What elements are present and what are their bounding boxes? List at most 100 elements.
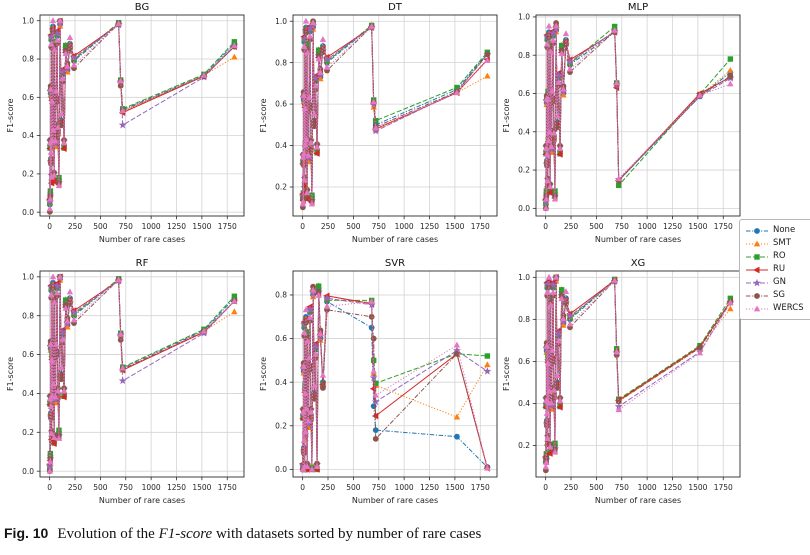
svg-text:1500: 1500 bbox=[688, 483, 707, 492]
subplot-svr: 0 250 500 750 1000 1250 1500 1750 0.0 0.2 0.4 0.6 0.… bbox=[259, 258, 498, 505]
svg-text:0.4: 0.4 bbox=[22, 389, 34, 398]
svg-text:1500: 1500 bbox=[192, 483, 211, 492]
svg-text:0: 0 bbox=[47, 483, 52, 492]
series-ro bbox=[47, 19, 238, 207]
svg-text:250: 250 bbox=[321, 483, 336, 492]
svg-text:0.4: 0.4 bbox=[22, 131, 34, 140]
svg-text:F1-score: F1-score bbox=[6, 98, 15, 132]
svg-text:0.6: 0.6 bbox=[22, 350, 34, 359]
svg-text:500: 500 bbox=[346, 483, 361, 492]
svg-text:1.0: 1.0 bbox=[518, 273, 530, 282]
svg-text:0.2: 0.2 bbox=[275, 421, 287, 430]
svg-text:1750: 1750 bbox=[714, 483, 733, 492]
series-ro bbox=[543, 23, 734, 207]
svg-text:0: 0 bbox=[47, 222, 52, 231]
svg-text:0.6: 0.6 bbox=[275, 100, 287, 109]
svg-text:0.8: 0.8 bbox=[275, 291, 287, 300]
svg-text:1000: 1000 bbox=[638, 222, 657, 231]
legend-marker-circle-icon bbox=[746, 292, 768, 299]
svg-text:1250: 1250 bbox=[663, 483, 682, 492]
svg-text:0.0: 0.0 bbox=[518, 204, 530, 213]
series-none bbox=[299, 23, 491, 203]
series-none bbox=[299, 285, 491, 473]
legend-label: RO bbox=[773, 251, 786, 261]
svg-text:500: 500 bbox=[93, 483, 108, 492]
subplot-mlp: 0 250 500 750 1000 1250 1500 1750 0.0 0.2 0.4 0.6 0.… bbox=[502, 2, 741, 244]
svg-text:1.0: 1.0 bbox=[275, 17, 287, 26]
svg-text:1250: 1250 bbox=[420, 222, 439, 231]
series-sg bbox=[46, 273, 238, 475]
subplot-bg: 0 250 500 750 1000 1250 1500 1750 0.0 0.2 0.4 0.6 0.… bbox=[6, 2, 245, 244]
caption-label: Fig. 10 bbox=[4, 525, 49, 541]
svg-text:0.4: 0.4 bbox=[518, 399, 530, 408]
svg-text:1500: 1500 bbox=[192, 222, 211, 231]
svg-text:1000: 1000 bbox=[395, 222, 414, 231]
figure-caption: Fig. 10 Evolution of the F1-score with da… bbox=[4, 525, 804, 543]
svg-text:0.4: 0.4 bbox=[275, 378, 287, 387]
legend-item-gn: GN bbox=[745, 276, 810, 289]
legend-item-ro: RO bbox=[745, 250, 810, 263]
series-ro bbox=[300, 21, 491, 202]
svg-text:1000: 1000 bbox=[142, 483, 161, 492]
svg-text:1250: 1250 bbox=[420, 483, 439, 492]
legend-item-wercs: WERCS bbox=[745, 302, 810, 315]
svg-text:1.0: 1.0 bbox=[22, 16, 34, 25]
svg-text:Number of rare cases: Number of rare cases bbox=[99, 235, 185, 244]
legend-marker-square-icon bbox=[746, 253, 768, 260]
svg-text:0.6: 0.6 bbox=[22, 93, 34, 102]
legend-item-sg: SG bbox=[745, 289, 810, 302]
svg-text:0.8: 0.8 bbox=[22, 55, 34, 64]
svg-text:1000: 1000 bbox=[395, 483, 414, 492]
svg-text:1000: 1000 bbox=[142, 222, 161, 231]
legend-label: None bbox=[773, 225, 796, 235]
svg-text:0.0: 0.0 bbox=[22, 208, 34, 217]
svg-text:1750: 1750 bbox=[218, 222, 237, 231]
series-wercs bbox=[299, 17, 491, 207]
legend-marker-triangle-up-icon bbox=[746, 240, 768, 246]
svg-text:0.2: 0.2 bbox=[275, 183, 287, 192]
series-wercs bbox=[542, 22, 734, 211]
svg-text:750: 750 bbox=[615, 483, 630, 492]
svg-text:0.6: 0.6 bbox=[518, 357, 530, 366]
svg-text:0.2: 0.2 bbox=[518, 441, 530, 450]
svg-text:1500: 1500 bbox=[445, 483, 464, 492]
series-none bbox=[542, 27, 734, 208]
svg-text:1750: 1750 bbox=[471, 483, 490, 492]
svg-text:1.0: 1.0 bbox=[518, 13, 530, 22]
svg-text:Number of rare cases: Number of rare cases bbox=[595, 496, 681, 505]
svg-text:MLP: MLP bbox=[628, 2, 648, 13]
subplot-dt: 0 250 500 750 1000 1250 1500 1750 0.2 0.4 0.6 0.8 1.… bbox=[259, 2, 498, 244]
legend-label: GN bbox=[773, 277, 786, 287]
svg-text:0: 0 bbox=[543, 222, 548, 231]
svg-text:F1-score: F1-score bbox=[502, 98, 511, 132]
svg-text:250: 250 bbox=[564, 222, 579, 231]
series-wercs bbox=[542, 273, 734, 470]
svg-text:Number of rare cases: Number of rare cases bbox=[352, 235, 438, 244]
svg-text:Number of rare cases: Number of rare cases bbox=[352, 496, 438, 505]
legend-item-smt: SMT bbox=[745, 237, 810, 250]
series-ro bbox=[47, 274, 238, 471]
legend-label: SG bbox=[773, 290, 785, 300]
svg-text:0: 0 bbox=[543, 483, 548, 492]
series-sg bbox=[299, 18, 491, 211]
series-sg bbox=[46, 17, 238, 215]
svg-text:0.8: 0.8 bbox=[518, 315, 530, 324]
svg-text:250: 250 bbox=[564, 483, 579, 492]
svg-text:1750: 1750 bbox=[218, 483, 237, 492]
svg-text:Number of rare cases: Number of rare cases bbox=[595, 235, 681, 244]
svg-text:500: 500 bbox=[346, 222, 361, 231]
svg-text:1250: 1250 bbox=[167, 483, 186, 492]
series-sg bbox=[299, 283, 491, 473]
svg-text:F1-score: F1-score bbox=[502, 357, 511, 391]
svg-text:0.0: 0.0 bbox=[275, 465, 287, 474]
svg-text:750: 750 bbox=[372, 222, 387, 231]
svg-text:XG: XG bbox=[631, 258, 646, 269]
series-none bbox=[542, 276, 734, 466]
svg-text:F1-score: F1-score bbox=[6, 357, 15, 391]
svg-text:0.6: 0.6 bbox=[275, 334, 287, 343]
caption-text-post: with datasets sorted by number of rare c… bbox=[212, 526, 482, 542]
svg-text:Number of rare cases: Number of rare cases bbox=[99, 496, 185, 505]
svg-text:F1-score: F1-score bbox=[259, 98, 268, 132]
series-ro bbox=[543, 274, 734, 464]
